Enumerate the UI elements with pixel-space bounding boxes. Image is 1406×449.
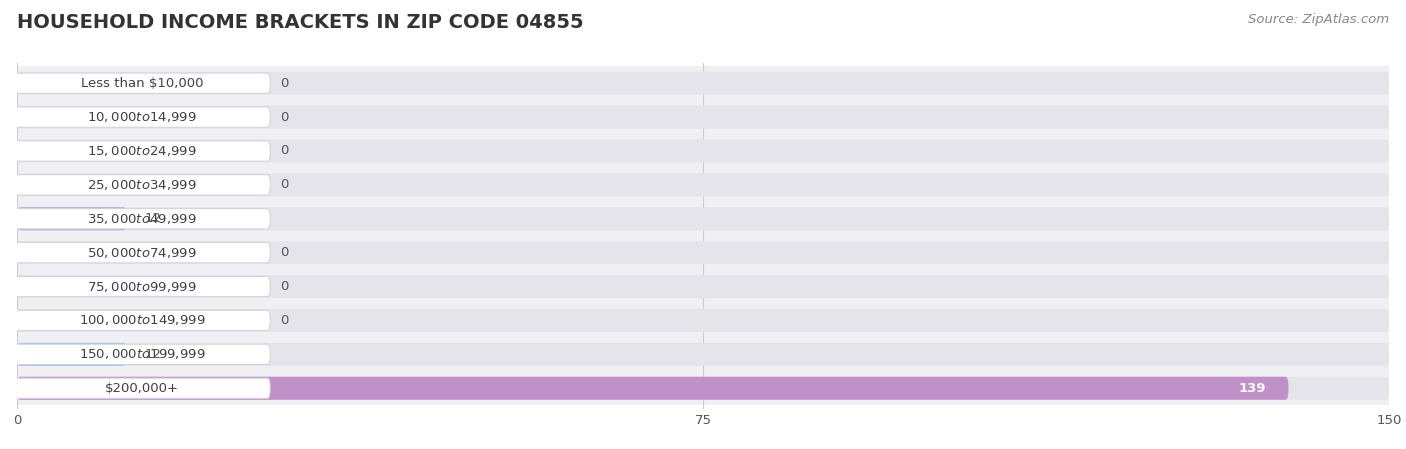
FancyBboxPatch shape bbox=[17, 106, 1389, 128]
Text: $200,000+: $200,000+ bbox=[105, 382, 179, 395]
Text: 0: 0 bbox=[280, 145, 288, 158]
Text: 0: 0 bbox=[280, 280, 288, 293]
Text: $100,000 to $149,999: $100,000 to $149,999 bbox=[79, 313, 205, 327]
Text: 0: 0 bbox=[280, 178, 288, 191]
Text: $50,000 to $74,999: $50,000 to $74,999 bbox=[87, 246, 197, 260]
FancyBboxPatch shape bbox=[17, 343, 1389, 366]
Text: 0: 0 bbox=[280, 314, 288, 327]
Text: $35,000 to $49,999: $35,000 to $49,999 bbox=[87, 212, 197, 226]
FancyBboxPatch shape bbox=[14, 107, 270, 127]
Text: 0: 0 bbox=[280, 77, 288, 90]
Text: 0: 0 bbox=[280, 110, 288, 123]
Text: Less than $10,000: Less than $10,000 bbox=[82, 77, 204, 90]
FancyBboxPatch shape bbox=[17, 140, 1389, 163]
FancyBboxPatch shape bbox=[14, 242, 270, 263]
Text: 139: 139 bbox=[1239, 382, 1265, 395]
FancyBboxPatch shape bbox=[0, 337, 1406, 371]
FancyBboxPatch shape bbox=[17, 207, 127, 230]
Text: $15,000 to $24,999: $15,000 to $24,999 bbox=[87, 144, 197, 158]
FancyBboxPatch shape bbox=[17, 72, 1389, 95]
FancyBboxPatch shape bbox=[14, 277, 270, 297]
FancyBboxPatch shape bbox=[0, 202, 1406, 236]
FancyBboxPatch shape bbox=[17, 207, 1389, 230]
Text: HOUSEHOLD INCOME BRACKETS IN ZIP CODE 04855: HOUSEHOLD INCOME BRACKETS IN ZIP CODE 04… bbox=[17, 13, 583, 32]
FancyBboxPatch shape bbox=[14, 141, 270, 161]
Text: $10,000 to $14,999: $10,000 to $14,999 bbox=[87, 110, 197, 124]
FancyBboxPatch shape bbox=[0, 66, 1406, 100]
FancyBboxPatch shape bbox=[0, 269, 1406, 304]
FancyBboxPatch shape bbox=[14, 378, 270, 398]
FancyBboxPatch shape bbox=[0, 304, 1406, 337]
Text: Source: ZipAtlas.com: Source: ZipAtlas.com bbox=[1249, 13, 1389, 26]
FancyBboxPatch shape bbox=[0, 100, 1406, 134]
FancyBboxPatch shape bbox=[0, 168, 1406, 202]
FancyBboxPatch shape bbox=[0, 134, 1406, 168]
FancyBboxPatch shape bbox=[14, 310, 270, 330]
FancyBboxPatch shape bbox=[17, 309, 1389, 332]
FancyBboxPatch shape bbox=[17, 241, 1389, 264]
FancyBboxPatch shape bbox=[14, 175, 270, 195]
Text: $75,000 to $99,999: $75,000 to $99,999 bbox=[87, 280, 197, 294]
FancyBboxPatch shape bbox=[14, 73, 270, 93]
FancyBboxPatch shape bbox=[14, 209, 270, 229]
Text: $25,000 to $34,999: $25,000 to $34,999 bbox=[87, 178, 197, 192]
FancyBboxPatch shape bbox=[17, 343, 127, 366]
FancyBboxPatch shape bbox=[17, 377, 1389, 400]
FancyBboxPatch shape bbox=[0, 236, 1406, 269]
FancyBboxPatch shape bbox=[0, 371, 1406, 405]
Text: $150,000 to $199,999: $150,000 to $199,999 bbox=[79, 348, 205, 361]
FancyBboxPatch shape bbox=[17, 377, 1288, 400]
Text: 0: 0 bbox=[280, 246, 288, 259]
FancyBboxPatch shape bbox=[17, 173, 1389, 196]
Text: 12: 12 bbox=[145, 348, 162, 361]
FancyBboxPatch shape bbox=[14, 344, 270, 365]
Text: 12: 12 bbox=[145, 212, 162, 225]
FancyBboxPatch shape bbox=[17, 275, 1389, 298]
